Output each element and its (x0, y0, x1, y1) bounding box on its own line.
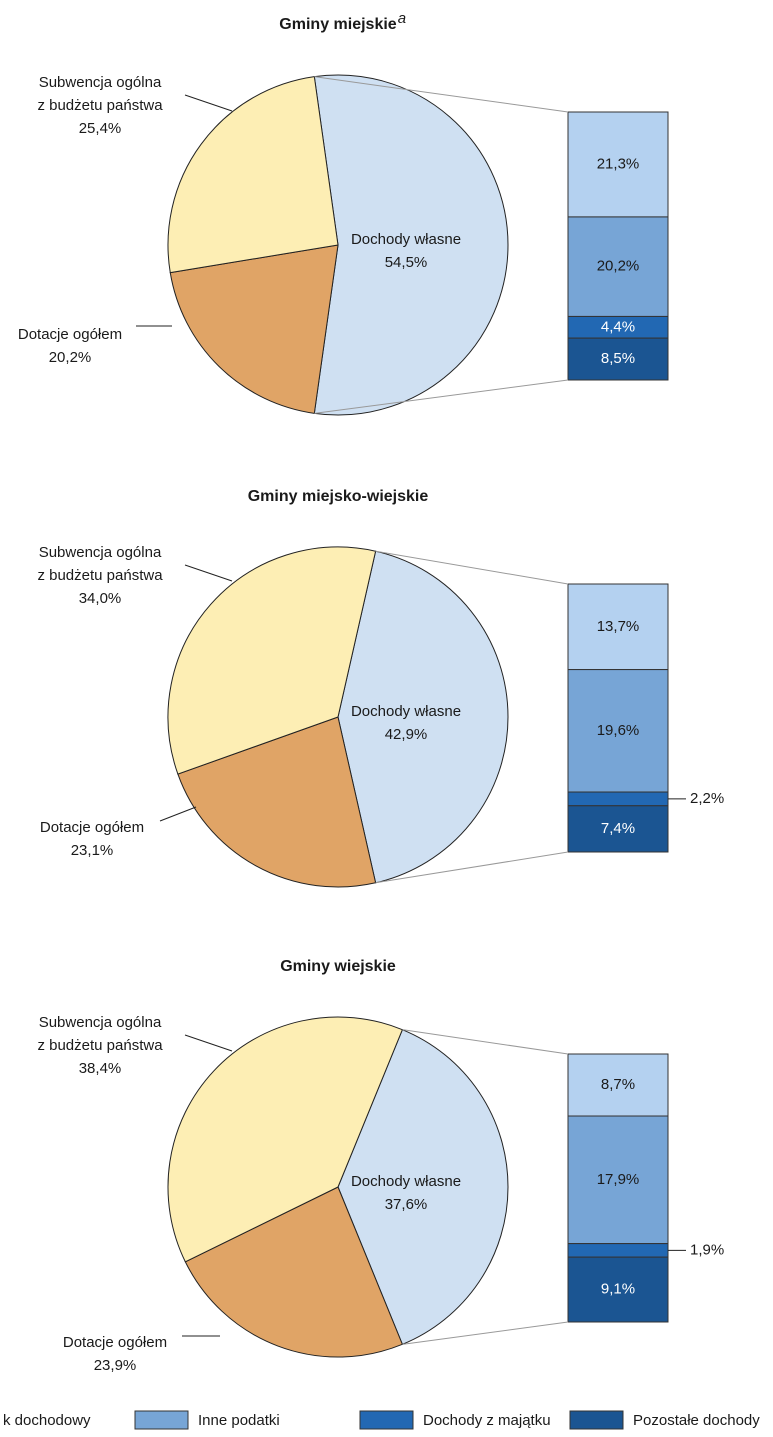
chart-title: Gminy miejsko-wiejskie (248, 488, 429, 505)
legend-swatch (359, 1410, 414, 1430)
slice-value: 37,6% (385, 1196, 428, 1213)
pie-slice (167, 76, 339, 274)
slice-value: 38,4% (79, 1060, 122, 1077)
slice-value: 20,2% (49, 349, 92, 366)
connector-line (402, 1321, 569, 1345)
slice-value: 42,9% (385, 726, 428, 743)
legend-label: Pozostałe dochody (633, 1412, 760, 1429)
bar-label: 9,1% (601, 1281, 635, 1298)
bar-segment (567, 583, 669, 671)
bar-label: 4,4% (601, 318, 635, 335)
pie-slice (337, 550, 509, 884)
slice-label: Subwencja ogólna z budżetu państwa (37, 1014, 163, 1054)
pie-slice (167, 546, 377, 775)
leader-line (184, 94, 233, 112)
chart-title: Gminy wiejskie (280, 958, 396, 975)
bar-label: 13,7% (597, 618, 640, 635)
bar-label: 1,9% (690, 1241, 724, 1258)
slice-label: Dotacje ogółem (63, 1334, 167, 1351)
bar-segment (567, 1256, 669, 1323)
slice-label: Dochody własne (351, 1173, 461, 1190)
bar-label: 21,3% (597, 155, 640, 172)
bar-label: 8,7% (601, 1076, 635, 1093)
slice-label: Dotacje ogółem (40, 819, 144, 836)
pie-slice (313, 74, 509, 416)
bar-segment (567, 791, 669, 807)
pie-slice (169, 244, 339, 414)
bar-label: 17,9% (597, 1171, 640, 1188)
connector-line (314, 379, 569, 414)
pie-slice (337, 1029, 509, 1345)
slice-label: Dochody własne (351, 231, 461, 248)
bar-segment (567, 1243, 669, 1258)
slice-label: Subwencja ogólna z budżetu państwa (37, 74, 163, 114)
legend-swatch (569, 1410, 624, 1430)
slice-value: 25,4% (79, 120, 122, 137)
legend-label: Dochody z majątku (423, 1412, 551, 1429)
bar-segment (567, 337, 669, 381)
bar-segment (567, 1053, 669, 1117)
leader-line (184, 564, 233, 582)
slice-label: Dotacje ogółem (18, 326, 122, 343)
leader-line (159, 806, 197, 822)
slice-label: Dochody własne (351, 703, 461, 720)
bar-label: 2,2% (690, 790, 724, 807)
bar-segment (567, 111, 669, 218)
slice-value: 23,1% (71, 842, 114, 859)
bar-label: 7,4% (601, 820, 635, 837)
slice-value: 54,5% (385, 254, 428, 271)
bar-segment (567, 1115, 669, 1245)
slice-value: 23,9% (94, 1357, 137, 1374)
slice-label: Subwencja ogólna z budżetu państwa (37, 544, 163, 584)
connector-line (375, 851, 569, 884)
connector-line (402, 1029, 569, 1055)
bar-segment (567, 805, 669, 853)
bar-segment (567, 216, 669, 317)
pie-slice (167, 1016, 404, 1263)
connector-line (314, 76, 569, 113)
pie-slice (184, 1186, 404, 1358)
connector-line (375, 550, 569, 585)
bar-segment (567, 669, 669, 793)
bar-label: 8,5% (601, 350, 635, 367)
legend-swatch (134, 1410, 189, 1430)
leader-line (184, 1034, 233, 1052)
legend-label: Inne podatki (198, 1412, 280, 1429)
bar-label: 19,6% (597, 722, 640, 739)
chart-title: Gminy miejskie (279, 16, 396, 33)
title-superscript: a (398, 10, 406, 27)
slice-value: 34,0% (79, 590, 122, 607)
pie-slice (177, 716, 377, 888)
bar-label: 20,2% (597, 258, 640, 275)
legend-label: k dochodowy (3, 1412, 91, 1429)
